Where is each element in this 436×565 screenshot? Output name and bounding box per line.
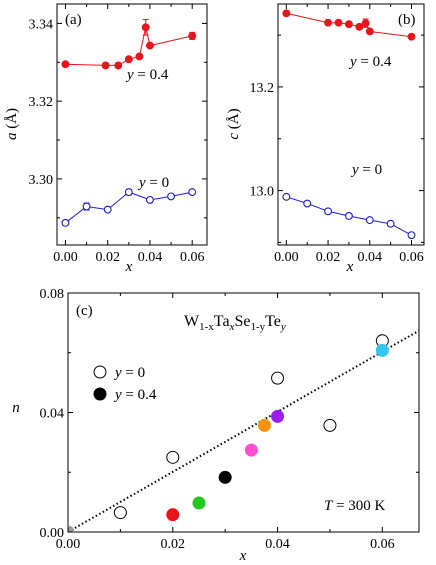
scatter-point [375, 343, 389, 357]
scatter-point [113, 506, 127, 520]
y-tick-label: 3.32 [29, 95, 54, 110]
data-point [141, 23, 150, 32]
panel-a-label: (a) [65, 12, 82, 28]
y-tick-label: 3.34 [29, 17, 54, 32]
x-tick-label: 0.02 [161, 537, 186, 552]
scatter-point [244, 443, 258, 457]
data-point [361, 19, 370, 28]
y-tick-label: 0.08 [40, 287, 65, 302]
y-tick-label: 13.0 [250, 185, 275, 200]
data-point [365, 27, 374, 36]
panel-c-axes: 0.00 0.02 0.04 0.06 0.00 0.04 0.08 [40, 287, 419, 552]
panel-b-axes: 0.00 0.02 0.04 0.06 13.0 13.2 [250, 4, 424, 265]
legend-marker-filled [93, 387, 107, 401]
data-point [324, 207, 333, 216]
data-point [103, 205, 112, 214]
data-point [114, 61, 123, 70]
data-point [124, 55, 133, 64]
data-point [61, 60, 70, 69]
panel-c-xlabel: x [239, 548, 247, 564]
data-point [146, 41, 154, 50]
panel-a-axes: 0.00 0.02 0.04 0.06 3.30 3.32 3.34 [29, 4, 207, 265]
scatter-point [166, 508, 180, 522]
scatter-point [323, 418, 337, 432]
x-tick-label: 0.06 [180, 250, 205, 265]
data-point [324, 18, 333, 27]
scatter-point [218, 470, 232, 484]
panel-a-blue-series-label: y = 0 [137, 175, 169, 191]
scatter-point [271, 371, 285, 385]
panel-c-points [68, 334, 389, 532]
y-tick-label: 3.30 [29, 173, 54, 188]
data-point [82, 202, 91, 211]
panel-a-xlabel: x [125, 259, 133, 275]
panel-a-frame [56, 3, 208, 246]
data-point [365, 216, 374, 225]
legend-label-y0: y = 0 [113, 365, 145, 381]
data-point [407, 32, 416, 41]
y-tick-label: 0.00 [40, 526, 65, 541]
panel-a-series [61, 19, 197, 227]
panel-a-red-series-label: y = 0.4 [125, 67, 169, 83]
x-tick-label: 0.06 [370, 537, 395, 552]
data-point [282, 192, 291, 201]
data-point [188, 188, 197, 197]
data-point [135, 52, 144, 61]
data-point [386, 219, 395, 228]
data-point [146, 195, 154, 204]
panel-b-xlabel: x [346, 259, 354, 275]
y-tick-label: 0.04 [40, 407, 65, 422]
panel-c: 0.00 0.02 0.04 0.06 0.00 0.04 0.08 (c) W1-xTax… [12, 287, 420, 564]
data-point [101, 61, 110, 70]
panel-c-ylabel: n [12, 400, 20, 416]
data-point [167, 192, 176, 201]
data-point [407, 231, 416, 240]
x-tick-label: 0.04 [358, 250, 383, 265]
scatter-point [257, 418, 271, 432]
x-tick-label: 0.00 [53, 250, 78, 265]
data-point [344, 212, 353, 220]
panel-b-blue-series-label: y = 0 [350, 162, 382, 178]
x-tick-label: 0.00 [56, 537, 81, 552]
legend-marker-open [93, 365, 107, 379]
panel-b: 0.00 0.02 0.04 0.06 13.0 13.2 (b) y = 0.4 y =… [226, 3, 425, 275]
data-point [344, 20, 353, 29]
panel-b-red-series-label: y = 0.4 [348, 54, 392, 70]
panel-c-label: (c) [76, 303, 93, 319]
panel-c-fitline [68, 329, 419, 532]
scatter-point [192, 496, 206, 510]
panel-c-legend: y = 0 y = 0.4 [93, 365, 157, 403]
data-point [303, 199, 312, 208]
data-point [334, 18, 343, 27]
data-point [61, 218, 70, 227]
scatter-point [68, 525, 75, 532]
x-tick-label: 0.02 [316, 250, 341, 265]
data-point [188, 31, 197, 40]
panel-a-ylabel: a (Å) [4, 108, 20, 140]
scatter-point [271, 409, 285, 423]
x-tick-label: 0.04 [138, 250, 163, 265]
fit-line [68, 329, 419, 532]
data-point [282, 9, 291, 18]
data-point [124, 188, 133, 197]
legend-label-y04: y = 0.4 [113, 387, 157, 403]
scatter-point [166, 450, 180, 464]
x-tick-label: 0.06 [399, 250, 424, 265]
panel-b-series [282, 9, 416, 240]
panel-a: 0.00 0.02 0.04 0.06 3.30 3.32 3.34 (a) y = 0.4… [4, 3, 208, 275]
panel-c-formula: W1-xTaxSe1-yTey [184, 313, 286, 333]
x-tick-label: 0.02 [95, 250, 120, 265]
panel-b-frame [277, 3, 425, 246]
data-point [355, 22, 364, 31]
x-tick-label: 0.00 [274, 250, 299, 265]
x-tick-label: 0.04 [265, 537, 290, 552]
panel-c-temperature: T = 300 K [324, 498, 386, 514]
panel-b-label: (b) [398, 12, 416, 28]
y-tick-label: 13.2 [250, 81, 275, 96]
panel-b-ylabel: c (Å) [226, 108, 242, 139]
